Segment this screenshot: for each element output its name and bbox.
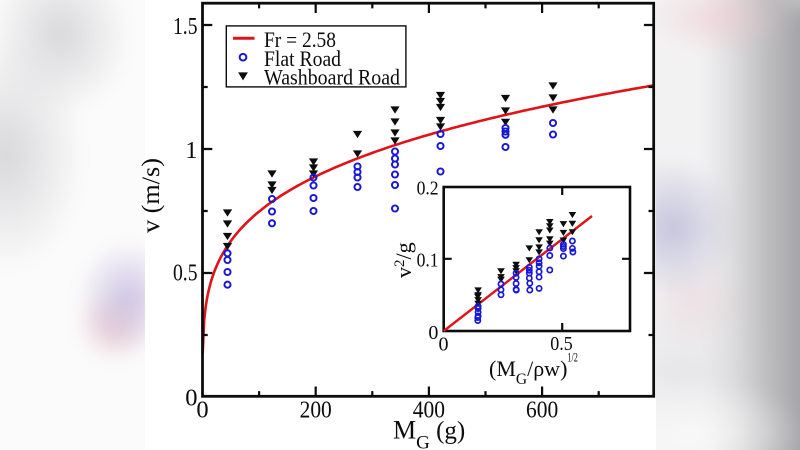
svg-text:600: 600: [526, 396, 558, 423]
svg-text:Fr = 2.58: Fr = 2.58: [264, 27, 336, 52]
svg-text:0.5: 0.5: [550, 333, 573, 355]
svg-text:1.5: 1.5: [173, 13, 198, 40]
svg-text:0.2: 0.2: [417, 178, 439, 200]
svg-text:v (m/s): v (m/s): [138, 158, 165, 233]
svg-text:0: 0: [439, 334, 449, 356]
svg-text:(MG/ρw)1/2: (MG/ρw)1/2: [489, 351, 578, 389]
svg-text:Washboard Road: Washboard Road: [264, 65, 400, 90]
svg-text:0: 0: [428, 322, 438, 344]
svg-text:400: 400: [413, 396, 445, 423]
svg-text:1: 1: [185, 137, 197, 164]
svg-text:200: 200: [300, 396, 332, 423]
svg-text:MG (g): MG (g): [393, 416, 465, 450]
svg-text:0: 0: [196, 396, 208, 423]
svg-text:v2/g: v2/g: [391, 242, 416, 278]
svg-text:0.1: 0.1: [417, 250, 439, 272]
svg-text:Flat Road: Flat Road: [264, 46, 341, 71]
svg-text:0.5: 0.5: [173, 260, 198, 287]
svg-text:0: 0: [185, 385, 197, 412]
